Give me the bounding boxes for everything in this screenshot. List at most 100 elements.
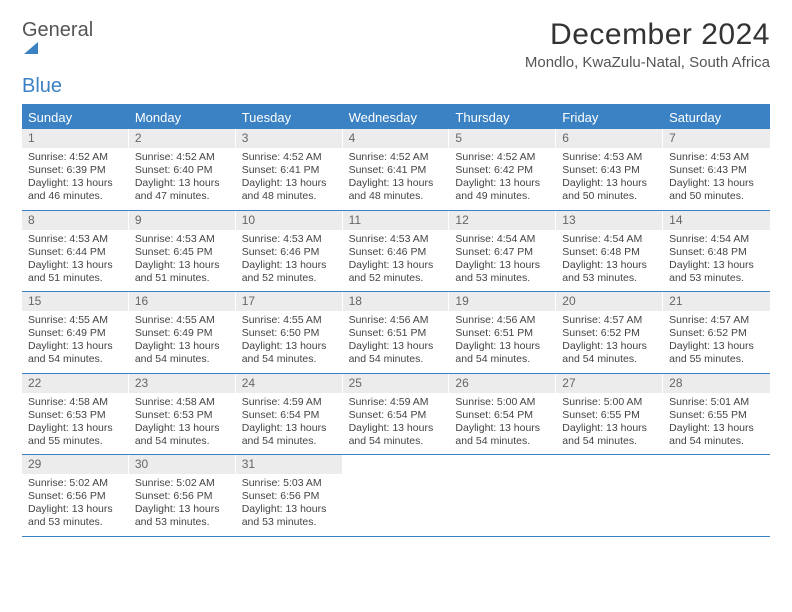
sunset-line: Sunset: 6:49 PM bbox=[135, 327, 230, 340]
daylight-line: Daylight: 13 hours and 54 minutes. bbox=[349, 340, 444, 366]
sunset-line: Sunset: 6:39 PM bbox=[28, 164, 123, 177]
day-number: 4 bbox=[343, 129, 450, 148]
day-number: 19 bbox=[449, 292, 556, 311]
sunrise-line: Sunrise: 5:02 AM bbox=[28, 477, 123, 490]
weekday-label: Thursday bbox=[449, 106, 556, 129]
sunset-line: Sunset: 6:56 PM bbox=[135, 490, 230, 503]
calendar-week: 15Sunrise: 4:55 AMSunset: 6:49 PMDayligh… bbox=[22, 292, 770, 374]
day-number: 23 bbox=[129, 374, 236, 393]
sunset-line: Sunset: 6:45 PM bbox=[135, 246, 230, 259]
cell-body: Sunrise: 5:00 AMSunset: 6:54 PMDaylight:… bbox=[449, 393, 556, 455]
calendar-cell: 8Sunrise: 4:53 AMSunset: 6:44 PMDaylight… bbox=[22, 211, 129, 292]
calendar-cell: 2Sunrise: 4:52 AMSunset: 6:40 PMDaylight… bbox=[129, 129, 236, 210]
day-number: 31 bbox=[236, 455, 343, 474]
sunset-line: Sunset: 6:54 PM bbox=[349, 409, 444, 422]
calendar-cell: 20Sunrise: 4:57 AMSunset: 6:52 PMDayligh… bbox=[556, 292, 663, 373]
weekday-label: Friday bbox=[556, 106, 663, 129]
cell-body: Sunrise: 4:52 AMSunset: 6:42 PMDaylight:… bbox=[449, 148, 556, 210]
cell-body: Sunrise: 4:58 AMSunset: 6:53 PMDaylight:… bbox=[129, 393, 236, 455]
calendar-cell: 23Sunrise: 4:58 AMSunset: 6:53 PMDayligh… bbox=[129, 374, 236, 455]
calendar-week: 8Sunrise: 4:53 AMSunset: 6:44 PMDaylight… bbox=[22, 211, 770, 293]
cell-body: Sunrise: 5:01 AMSunset: 6:55 PMDaylight:… bbox=[663, 393, 770, 455]
day-number: 9 bbox=[129, 211, 236, 230]
sunset-line: Sunset: 6:51 PM bbox=[349, 327, 444, 340]
calendar-cell: 26Sunrise: 5:00 AMSunset: 6:54 PMDayligh… bbox=[449, 374, 556, 455]
daylight-line: Daylight: 13 hours and 54 minutes. bbox=[455, 340, 550, 366]
cell-body: Sunrise: 5:00 AMSunset: 6:55 PMDaylight:… bbox=[556, 393, 663, 455]
sunrise-line: Sunrise: 4:52 AM bbox=[28, 151, 123, 164]
sunset-line: Sunset: 6:53 PM bbox=[28, 409, 123, 422]
sunset-line: Sunset: 6:55 PM bbox=[669, 409, 764, 422]
cell-body: Sunrise: 4:52 AMSunset: 6:41 PMDaylight:… bbox=[343, 148, 450, 210]
cell-body: Sunrise: 4:53 AMSunset: 6:43 PMDaylight:… bbox=[556, 148, 663, 210]
calendar-cell: 6Sunrise: 4:53 AMSunset: 6:43 PMDaylight… bbox=[556, 129, 663, 210]
sunrise-line: Sunrise: 5:02 AM bbox=[135, 477, 230, 490]
brand-name-a: General bbox=[22, 19, 93, 41]
daylight-line: Daylight: 13 hours and 52 minutes. bbox=[349, 259, 444, 285]
daylight-line: Daylight: 13 hours and 53 minutes. bbox=[28, 503, 123, 529]
day-number: 21 bbox=[663, 292, 770, 311]
day-number: 24 bbox=[236, 374, 343, 393]
sunrise-line: Sunrise: 4:56 AM bbox=[349, 314, 444, 327]
day-number: 22 bbox=[22, 374, 129, 393]
cell-body: Sunrise: 4:59 AMSunset: 6:54 PMDaylight:… bbox=[236, 393, 343, 455]
sunset-line: Sunset: 6:43 PM bbox=[562, 164, 657, 177]
calendar-cell: 11Sunrise: 4:53 AMSunset: 6:46 PMDayligh… bbox=[343, 211, 450, 292]
daylight-line: Daylight: 13 hours and 53 minutes. bbox=[669, 259, 764, 285]
cell-body: Sunrise: 4:53 AMSunset: 6:44 PMDaylight:… bbox=[22, 230, 129, 292]
sunrise-line: Sunrise: 4:58 AM bbox=[135, 396, 230, 409]
sunset-line: Sunset: 6:53 PM bbox=[135, 409, 230, 422]
sunset-line: Sunset: 6:48 PM bbox=[669, 246, 764, 259]
cell-body: Sunrise: 4:55 AMSunset: 6:50 PMDaylight:… bbox=[236, 311, 343, 373]
sunset-line: Sunset: 6:41 PM bbox=[242, 164, 337, 177]
cell-body: Sunrise: 5:03 AMSunset: 6:56 PMDaylight:… bbox=[236, 474, 343, 536]
cell-body: Sunrise: 4:57 AMSunset: 6:52 PMDaylight:… bbox=[663, 311, 770, 373]
sunrise-line: Sunrise: 4:55 AM bbox=[242, 314, 337, 327]
cell-body: Sunrise: 4:55 AMSunset: 6:49 PMDaylight:… bbox=[129, 311, 236, 373]
weekday-label: Saturday bbox=[663, 106, 770, 129]
sunrise-line: Sunrise: 4:55 AM bbox=[28, 314, 123, 327]
sunset-line: Sunset: 6:41 PM bbox=[349, 164, 444, 177]
day-number: 5 bbox=[449, 129, 556, 148]
day-number: 8 bbox=[22, 211, 129, 230]
cell-body: Sunrise: 4:53 AMSunset: 6:43 PMDaylight:… bbox=[663, 148, 770, 210]
weekday-label: Monday bbox=[129, 106, 236, 129]
daylight-line: Daylight: 13 hours and 53 minutes. bbox=[455, 259, 550, 285]
sunset-line: Sunset: 6:50 PM bbox=[242, 327, 337, 340]
sunrise-line: Sunrise: 4:58 AM bbox=[28, 396, 123, 409]
daylight-line: Daylight: 13 hours and 54 minutes. bbox=[669, 422, 764, 448]
calendar-cell: 25Sunrise: 4:59 AMSunset: 6:54 PMDayligh… bbox=[343, 374, 450, 455]
sunrise-line: Sunrise: 4:54 AM bbox=[455, 233, 550, 246]
weekday-label: Wednesday bbox=[343, 106, 450, 129]
sunset-line: Sunset: 6:55 PM bbox=[562, 409, 657, 422]
calendar-cell: 9Sunrise: 4:53 AMSunset: 6:45 PMDaylight… bbox=[129, 211, 236, 292]
day-number: 26 bbox=[449, 374, 556, 393]
sunrise-line: Sunrise: 5:00 AM bbox=[455, 396, 550, 409]
day-number: 25 bbox=[343, 374, 450, 393]
day-number: 10 bbox=[236, 211, 343, 230]
calendar-cell: 10Sunrise: 4:53 AMSunset: 6:46 PMDayligh… bbox=[236, 211, 343, 292]
sunset-line: Sunset: 6:52 PM bbox=[669, 327, 764, 340]
weekday-label: Sunday bbox=[22, 106, 129, 129]
calendar-cell: 28Sunrise: 5:01 AMSunset: 6:55 PMDayligh… bbox=[663, 374, 770, 455]
daylight-line: Daylight: 13 hours and 48 minutes. bbox=[242, 177, 337, 203]
daylight-line: Daylight: 13 hours and 54 minutes. bbox=[135, 340, 230, 366]
cell-body: Sunrise: 4:52 AMSunset: 6:41 PMDaylight:… bbox=[236, 148, 343, 210]
calendar-cell-empty bbox=[343, 455, 450, 536]
day-number: 13 bbox=[556, 211, 663, 230]
sunrise-line: Sunrise: 4:53 AM bbox=[562, 151, 657, 164]
daylight-line: Daylight: 13 hours and 51 minutes. bbox=[28, 259, 123, 285]
daylight-line: Daylight: 13 hours and 54 minutes. bbox=[135, 422, 230, 448]
calendar-cell: 24Sunrise: 4:59 AMSunset: 6:54 PMDayligh… bbox=[236, 374, 343, 455]
calendar-week: 22Sunrise: 4:58 AMSunset: 6:53 PMDayligh… bbox=[22, 374, 770, 456]
cell-body: Sunrise: 4:54 AMSunset: 6:48 PMDaylight:… bbox=[556, 230, 663, 292]
calendar-cell: 16Sunrise: 4:55 AMSunset: 6:49 PMDayligh… bbox=[129, 292, 236, 373]
sunrise-line: Sunrise: 5:03 AM bbox=[242, 477, 337, 490]
sunset-line: Sunset: 6:44 PM bbox=[28, 246, 123, 259]
calendar-cell: 22Sunrise: 4:58 AMSunset: 6:53 PMDayligh… bbox=[22, 374, 129, 455]
sunrise-line: Sunrise: 4:52 AM bbox=[455, 151, 550, 164]
daylight-line: Daylight: 13 hours and 54 minutes. bbox=[349, 422, 444, 448]
daylight-line: Daylight: 13 hours and 54 minutes. bbox=[455, 422, 550, 448]
cell-body: Sunrise: 5:02 AMSunset: 6:56 PMDaylight:… bbox=[22, 474, 129, 536]
cell-body: Sunrise: 5:02 AMSunset: 6:56 PMDaylight:… bbox=[129, 474, 236, 536]
